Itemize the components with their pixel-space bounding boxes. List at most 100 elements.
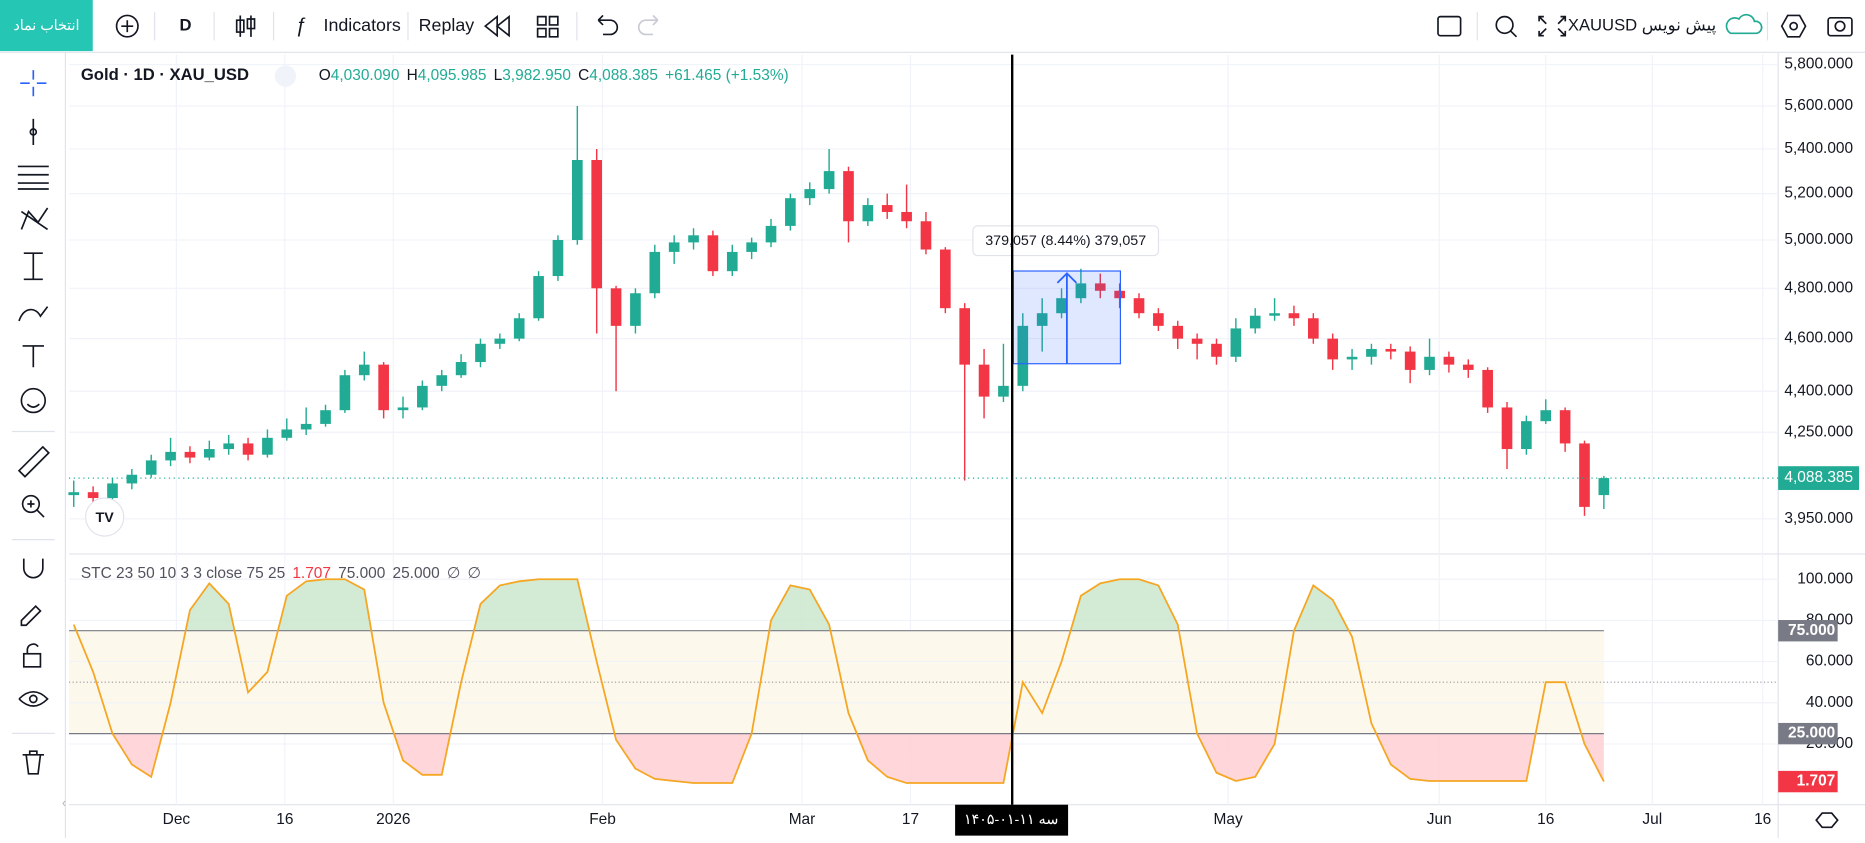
ohlc-value: 4,030.090 [331,67,400,84]
candle-body [68,492,80,496]
undo-icon[interactable] [597,14,619,36]
candle-body [223,443,235,450]
candle-body [1036,313,1048,326]
candle-body [203,449,215,458]
stc-pane: 100.00080.00060.00040.00020.00075.00025.… [68,570,1853,793]
fx-icon[interactable]: ƒ [295,14,306,36]
candle-body [1521,421,1532,450]
candle-body [417,385,428,408]
candle-body [1308,318,1319,339]
tv-logo[interactable] [85,497,125,537]
x-tick-label: Jul [1642,811,1662,828]
lock-tool[interactable] [22,652,42,668]
candle-body [1017,325,1029,386]
candle-body [1385,348,1397,352]
stc-last-label: 1.707 [1797,773,1836,790]
stc-legend-value: 25.000 [393,565,440,582]
stay-drawing-tool[interactable] [20,605,42,627]
candle-body [1462,364,1474,370]
measure-tool: 379,057 (8.44%) 379,057 [972,225,1160,365]
magnet-tool[interactable] [22,558,44,579]
y-tick-label: 5,400.000 [1784,140,1853,157]
ohlc-legend: O4,030.090 H4,095.985 L3,982.950 C4,088.385… [319,67,789,84]
candle-body [1366,348,1377,357]
candle-body [649,251,661,294]
pattern-tool[interactable] [20,207,49,231]
candle-body [397,407,409,411]
layout-name[interactable]: XAUUSD پیش نویس [1568,16,1717,36]
add-symbol-icon[interactable] [115,14,139,38]
candle-body [1056,298,1067,314]
candle-body [862,205,874,222]
last-price-label: 4,088.385 [1784,469,1853,486]
x-tick-label: May [1214,811,1243,828]
indicators-button[interactable]: Indicators [324,15,401,35]
candle-body [610,288,622,326]
symbol-button-label[interactable]: انتخاب نماد [13,18,79,34]
ohlc-key: C [578,67,589,84]
stc-legend-value: 75.000 [338,565,385,582]
fullscreen-icon[interactable] [1437,15,1462,37]
brush-tool[interactable] [18,306,49,322]
candle-body [1094,283,1106,291]
candle-body [1501,407,1513,450]
snapshot-icon[interactable] [1827,16,1853,37]
ruler-tool[interactable] [17,445,50,478]
measure-label: 379,057 (8.44%) 379,057 [985,233,1146,249]
stc-legend: STC 23 50 10 3 3 close 75 25 1.707 75.000 2… [81,565,481,582]
stc-legend-value: ∅ [447,565,460,582]
delete-tool[interactable] [22,750,45,775]
candle-body [1482,369,1493,408]
cloud-icon[interactable] [1725,13,1763,35]
collapse-toggle[interactable]: ‹ [62,795,66,810]
candle-body [1133,298,1145,314]
interval-button[interactable]: D [180,16,192,35]
stc-legend-value: 1.707 [292,565,331,582]
candle-body [940,249,951,309]
stc-overbought-fill [73,579,1349,631]
stc-tick-label: 60.000 [1806,653,1853,670]
crosshair-tool[interactable] [20,70,47,97]
candle-body [843,171,854,222]
time-settings-icon[interactable] [1815,812,1839,829]
tv-logo-text[interactable]: TV [96,510,115,526]
expand-icon[interactable] [1538,15,1567,37]
symbol-button[interactable]: انتخاب نماد [0,0,93,52]
candle-body [688,235,699,243]
projection-tool[interactable] [23,252,43,281]
x-tick-label: 16 [1537,811,1554,828]
settings-icon[interactable] [1780,14,1807,38]
y-tick-label: 5,200.000 [1784,185,1853,202]
hide-tool[interactable] [18,690,49,707]
ohlc-key: H [407,67,418,84]
candle-body [746,242,757,252]
candle-body [1211,343,1222,357]
candle-body [804,189,816,199]
candle-body [281,429,293,438]
stc-level-tag [1778,722,1838,745]
stc-legend-value: ∅ [467,565,480,582]
text-tool[interactable] [22,345,45,368]
y-tick-label: 4,600.000 [1784,330,1853,347]
price-pane: 5,800.000 5,600.000 5,400.000 5,200.000 5,00… [68,54,1860,828]
layout-icon[interactable] [536,15,559,38]
legend-toggle[interactable] [274,65,297,87]
candle-body [959,308,971,365]
candle-body [1172,325,1184,339]
replay-icon[interactable] [483,14,510,38]
stc-level-label: 75.000 [1788,622,1835,639]
candle-body [1327,338,1339,360]
zoom-tool[interactable] [21,494,41,514]
candle-body [552,240,564,277]
candle-body [1443,356,1455,365]
candle-body [1269,313,1280,316]
candle-body [726,251,738,272]
emoji-tool[interactable] [20,387,47,414]
chart-type-icon[interactable] [235,15,256,37]
fib-tool[interactable] [17,165,49,190]
quick-search-icon[interactable] [1495,15,1514,35]
redo-icon [637,14,659,36]
replay-button[interactable]: Replay [419,15,475,35]
candle-body [998,385,1009,397]
candle-body [87,492,99,499]
